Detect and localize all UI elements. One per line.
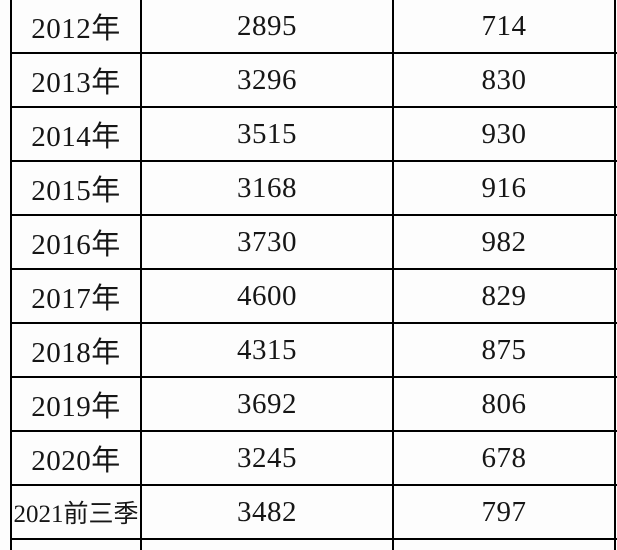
year-cell: 2019年 (12, 378, 140, 430)
value-1-cell: 4315 (142, 324, 392, 376)
year-cell: 2012年 (12, 0, 140, 52)
value-2-cell: 806 (394, 378, 614, 430)
value-2-cell: 830 (394, 54, 614, 106)
year-cell: 2017年 (12, 270, 140, 322)
year-cell: 2020年 (12, 432, 140, 484)
value-1-cell: 3515 (142, 108, 392, 160)
value-1-cell: 3482 (142, 486, 392, 538)
cropped-bottom-cell (12, 540, 140, 550)
value-1-cell: 4600 (142, 270, 392, 322)
data-table: 2012年 2895 714 2013年 3296 830 2014年 3515… (10, 0, 617, 550)
value-2-cell: 829 (394, 270, 614, 322)
value-2-cell: 875 (394, 324, 614, 376)
value-1-cell: 3245 (142, 432, 392, 484)
year-cell: 2014年 (12, 108, 140, 160)
value-2-cell: 916 (394, 162, 614, 214)
cropped-bottom-cell (142, 540, 392, 550)
year-cell: 2015年 (12, 162, 140, 214)
year-cell: 2021前三季 (12, 486, 140, 538)
year-cell: 2018年 (12, 324, 140, 376)
value-1-cell: 2895 (142, 0, 392, 52)
year-cell: 2013年 (12, 54, 140, 106)
value-2-cell: 678 (394, 432, 614, 484)
value-2-cell: 714 (394, 0, 614, 52)
value-2-cell: 930 (394, 108, 614, 160)
value-1-cell: 3730 (142, 216, 392, 268)
cropped-bottom-cell (394, 540, 614, 550)
year-cell: 2016年 (12, 216, 140, 268)
value-2-cell: 797 (394, 486, 614, 538)
value-1-cell: 3168 (142, 162, 392, 214)
value-2-cell: 982 (394, 216, 614, 268)
value-1-cell: 3296 (142, 54, 392, 106)
value-1-cell: 3692 (142, 378, 392, 430)
